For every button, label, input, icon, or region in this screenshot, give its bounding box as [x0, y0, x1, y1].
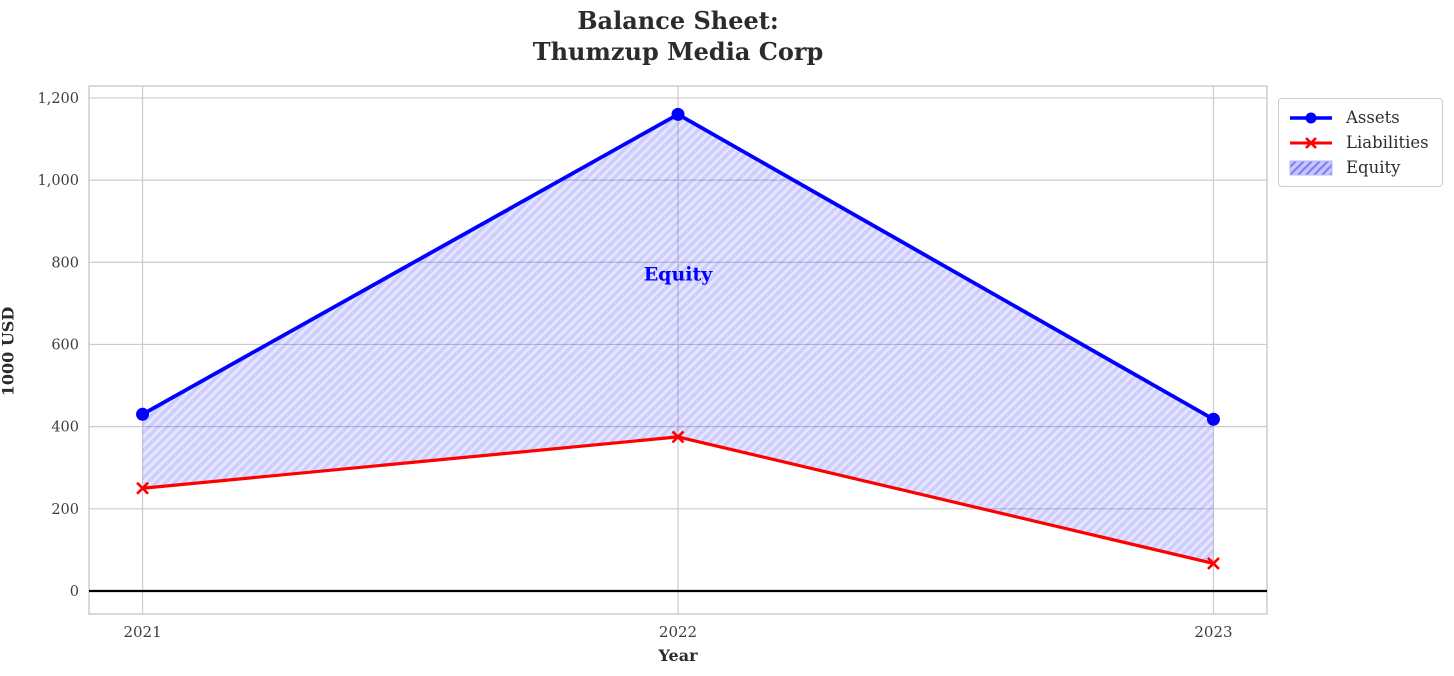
svg-text:800: 800 — [51, 255, 79, 271]
legend-item-liabilities: Liabilities — [1289, 130, 1432, 155]
svg-text:200: 200 — [51, 502, 79, 518]
chart-title-line2: Thumzup Media Corp — [532, 37, 824, 66]
svg-text:0: 0 — [70, 584, 79, 600]
chart-title-line1: Balance Sheet: — [577, 6, 779, 35]
svg-text:2021: 2021 — [123, 623, 161, 641]
equity-patch-icon — [1289, 160, 1333, 175]
legend-item-assets: Assets — [1289, 105, 1432, 130]
svg-text:600: 600 — [51, 337, 79, 353]
svg-text:2023: 2023 — [1194, 623, 1232, 641]
chart-legend: Assets Liabilities Equity — [1278, 98, 1443, 187]
svg-text:Equity: Equity — [644, 264, 714, 286]
svg-text:1,200: 1,200 — [37, 91, 79, 107]
svg-text:1,000: 1,000 — [37, 173, 79, 189]
legend-label-equity: Equity — [1346, 158, 1401, 177]
liabilities-line-icon — [1290, 136, 1332, 149]
svg-text:2022: 2022 — [659, 623, 697, 641]
x-axis-label: Year — [658, 646, 698, 665]
legend-label-assets: Assets — [1346, 108, 1400, 127]
assets-line-icon — [1290, 112, 1332, 123]
chart-title: Balance Sheet: Thumzup Media Corp — [89, 5, 1267, 67]
svg-text:400: 400 — [51, 420, 79, 436]
y-axis-label: 1000 USD — [0, 306, 18, 397]
legend-item-equity: Equity — [1289, 155, 1432, 180]
legend-label-liabilities: Liabilities — [1346, 133, 1429, 152]
